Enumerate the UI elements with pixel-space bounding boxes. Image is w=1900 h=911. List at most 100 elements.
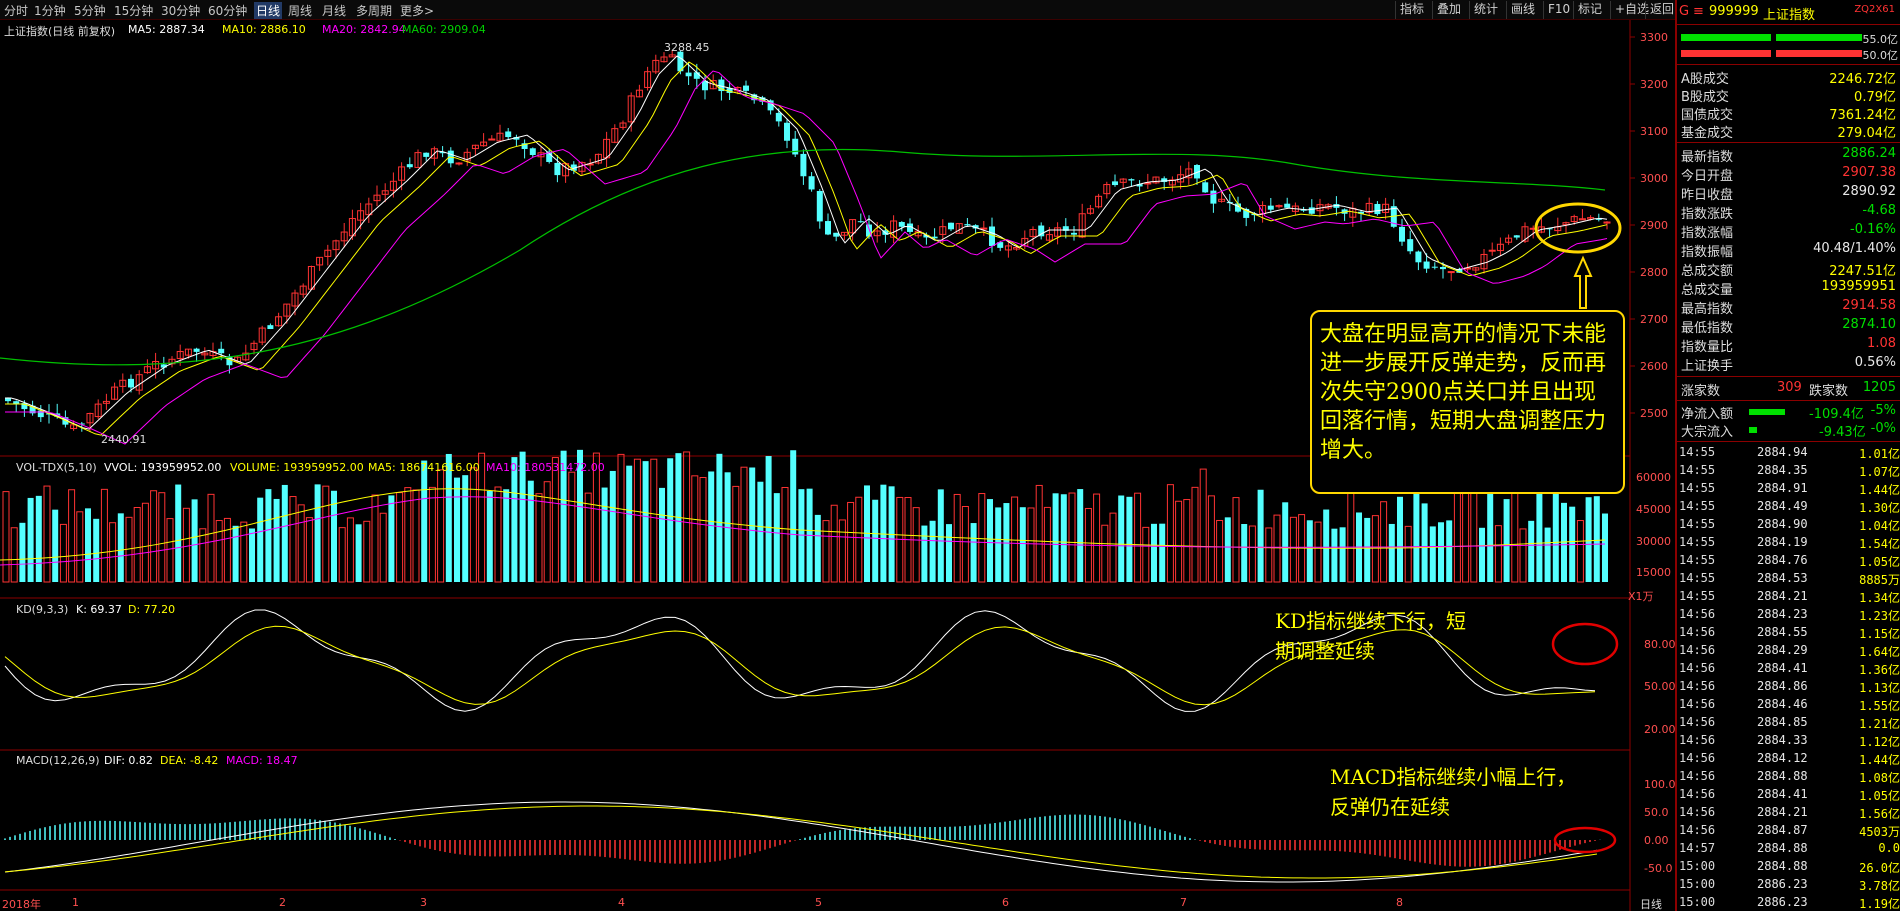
volume-bar — [642, 461, 649, 582]
volume-bar — [363, 520, 371, 583]
y-tick: 2800 — [1640, 266, 1668, 279]
volume-bar — [790, 450, 797, 582]
candle-body — [931, 236, 938, 239]
candle-body — [1488, 249, 1496, 252]
candle-body — [1185, 168, 1193, 179]
volume-bar — [1142, 526, 1150, 583]
candle-body — [775, 112, 782, 122]
candle-body — [792, 138, 799, 155]
candle-body — [1447, 271, 1455, 274]
candle-body — [1128, 179, 1135, 181]
candle-body — [1029, 229, 1037, 237]
tab-15min[interactable]: 15分钟 — [114, 4, 154, 18]
volume-bar — [1462, 484, 1470, 583]
candle-body — [1071, 232, 1077, 235]
indicator-button[interactable]: 指标 — [1395, 1, 1428, 19]
tick-row: 14:56 2884.86 1.13亿 — [1679, 679, 1900, 695]
tab-weekly[interactable]: 周线 — [288, 4, 313, 18]
kline-chart-area[interactable]: 上证指数(日线 前复权) MA5: 2887.34 MA10: 2886.10 … — [0, 20, 1676, 911]
volume-bar — [1511, 484, 1519, 583]
tab-5min[interactable]: 5分钟 — [74, 4, 106, 18]
tab-multi-period[interactable]: 多周期 — [356, 4, 393, 18]
macd-y-tick: 50.0 — [1644, 806, 1669, 819]
kline-chart[interactable] — [0, 20, 1675, 911]
candle-body — [13, 401, 20, 404]
draw-line-button[interactable]: 画线 — [1506, 1, 1539, 19]
volume-bar — [953, 493, 961, 583]
statistics-button[interactable]: 统计 — [1469, 1, 1502, 19]
volume-bar — [1232, 497, 1240, 583]
turnover-row: 国债成交 7361.24亿 — [1681, 108, 1896, 123]
volume-bar — [716, 453, 723, 582]
candle-body — [1243, 208, 1250, 218]
tab-1min[interactable]: 1分钟 — [34, 4, 66, 18]
kd-d-label: D: 77.20 — [128, 603, 176, 616]
volume-bar — [19, 522, 26, 582]
tab-60min[interactable]: 60分钟 — [208, 4, 248, 18]
overlay-button[interactable]: 叠加 — [1432, 1, 1465, 19]
add-watchlist-button[interactable]: +自选 — [1610, 1, 1653, 19]
tick-row: 15:00 2884.88 26.0亿 — [1679, 859, 1900, 875]
volume-bar — [1364, 517, 1371, 582]
block-inflow-row: 大宗流入 -9.43亿 -0% — [1681, 421, 1896, 440]
candle-body — [759, 97, 766, 102]
tab-monthly[interactable]: 月线 — [322, 4, 347, 18]
macd-dea-label: DEA: -8.42 — [160, 754, 219, 767]
tab-30min[interactable]: 30分钟 — [161, 4, 201, 18]
candle-body — [635, 89, 643, 98]
volume-bar — [437, 469, 445, 583]
quote-row: 指数振幅 40.48/1.40% — [1681, 241, 1896, 260]
tick-row: 14:56 2884.33 1.12亿 — [1679, 733, 1900, 749]
volume-bar — [421, 460, 428, 582]
volume-bar — [141, 502, 149, 583]
candle-body — [406, 164, 413, 168]
candle-body — [1202, 182, 1209, 193]
f10-button[interactable]: F10 — [1543, 1, 1574, 19]
candle-body — [1004, 245, 1012, 251]
candle-body — [283, 303, 291, 317]
volume-bar — [1429, 526, 1436, 582]
candle-body — [1382, 203, 1390, 213]
tab-more[interactable]: 更多> — [400, 4, 435, 18]
tick-row: 14:56 2884.12 1.44亿 — [1679, 751, 1900, 767]
quote-row: 上证换手 0.56% — [1681, 355, 1896, 374]
volume-bar — [946, 524, 952, 582]
menu-icon[interactable]: ≡ — [1693, 4, 1704, 19]
mark-button[interactable]: 标记 — [1573, 1, 1606, 19]
candle-body — [398, 166, 406, 181]
back-button[interactable]: 返回 — [1645, 1, 1678, 19]
tab-daily[interactable]: 日线 — [254, 2, 283, 19]
candle-body — [1152, 176, 1160, 184]
volume-bar — [1388, 523, 1395, 582]
tab-timeshare[interactable]: 分时 — [4, 4, 29, 18]
volume-bar — [109, 522, 117, 583]
volume-bar — [1413, 485, 1420, 582]
volume-bar — [659, 487, 665, 582]
volume-bar — [511, 457, 518, 582]
volume-bar — [175, 484, 182, 582]
volume-bar — [609, 470, 616, 582]
candle-body — [1194, 164, 1200, 179]
volume-bar — [1224, 517, 1231, 582]
volume-bar — [838, 519, 846, 583]
candle-body — [1267, 205, 1274, 210]
candle-body — [898, 222, 905, 227]
vol-title: VOL-TDX(5,10) — [16, 461, 97, 474]
x-tick: 2 — [279, 896, 286, 909]
tick-row: 14:56 2884.85 1.21亿 — [1679, 715, 1900, 731]
volume-bar — [52, 509, 59, 582]
volume-bar — [1248, 525, 1256, 583]
volume-bar — [1019, 507, 1026, 582]
candle-body — [1358, 211, 1364, 214]
volume-bar — [650, 458, 658, 583]
tick-row: 14:55 2884.35 1.07亿 — [1679, 463, 1900, 479]
candle-body — [267, 325, 274, 330]
candle-body — [611, 128, 619, 143]
candle-body — [948, 222, 954, 230]
quote-row: 指数涨幅 -0.16% — [1681, 222, 1896, 241]
tick-row: 14:56 2884.87 4503万 — [1679, 823, 1900, 839]
y-tick: 3000 — [1640, 172, 1668, 185]
volume-bar — [454, 477, 460, 582]
y-tick: 2900 — [1640, 219, 1668, 232]
